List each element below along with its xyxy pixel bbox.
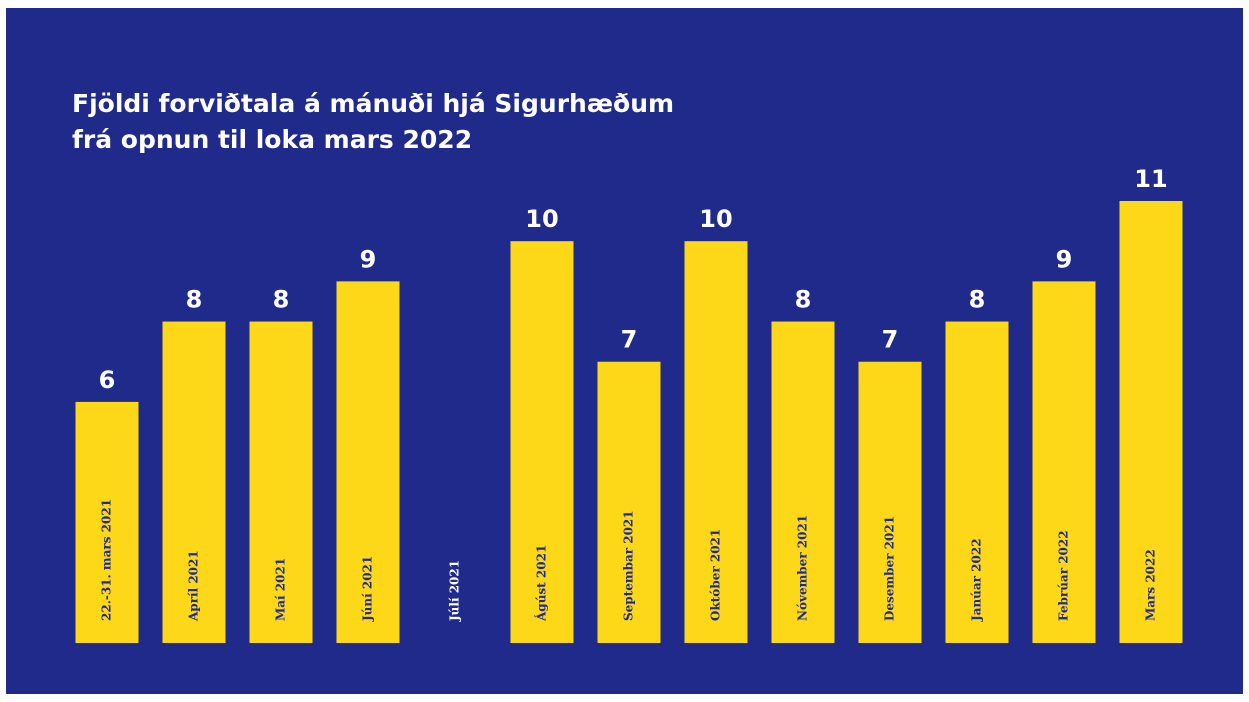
bar-2-category-label: Apríl 2021 [187, 550, 201, 622]
bar-1-category-label: 22.-31. mars 2021 [100, 499, 114, 621]
bar-7-category-label: Septembar 2021 [622, 510, 636, 621]
bar-7-value-label: 7 [621, 326, 638, 354]
bar-1-value-label: 6 [99, 366, 116, 394]
bar-13-category-label: Mars 2022 [1144, 549, 1158, 621]
bar-11-value-label: 8 [969, 286, 986, 314]
bar-9-category-label: Nóvember 2021 [796, 515, 810, 621]
bar-3 [249, 321, 313, 643]
bar-2 [162, 321, 226, 643]
bar-5-category-label: Júlí 2021 [448, 560, 462, 622]
bar-9 [771, 321, 835, 643]
bar-6 [510, 241, 574, 643]
bar-8 [684, 241, 748, 643]
bar-6-category-label: Ágúst 2021 [534, 545, 549, 622]
chart-title: Fjöldi forviðtala á mánuði hjá Sigurhæðu… [72, 86, 674, 158]
bar-4-category-label: Júní 2021 [361, 556, 375, 622]
bar-10-category-label: Desember 2021 [883, 516, 897, 621]
chart-title-line-2: frá opnun til loka mars 2022 [72, 125, 473, 154]
bar-11-category-label: Janúar 2022 [970, 538, 984, 622]
bar-7 [597, 361, 661, 643]
bar-13-value-label: 11 [1134, 165, 1167, 193]
bar-10-value-label: 7 [882, 326, 899, 354]
bar-4-value-label: 9 [360, 245, 377, 273]
bar-8-category-label: Október 2021 [709, 529, 723, 621]
bar-12-category-label: Febrúar 2022 [1057, 530, 1071, 621]
bar-3-value-label: 8 [273, 286, 290, 314]
chart-title-line-1: Fjöldi forviðtala á mánuði hjá Sigurhæðu… [72, 89, 675, 118]
bar-12-value-label: 9 [1056, 245, 1073, 273]
bar-12 [1032, 281, 1096, 643]
bar-8-value-label: 10 [699, 205, 732, 233]
bar-11 [945, 321, 1009, 643]
bar-2-value-label: 8 [186, 286, 203, 314]
bar-4 [336, 281, 400, 643]
bar-10 [858, 361, 922, 643]
bar-1 [75, 401, 139, 643]
bar-13 [1119, 201, 1183, 643]
bar-6-value-label: 10 [525, 205, 558, 233]
bar-9-value-label: 8 [795, 286, 812, 314]
bar-3-category-label: Maí 2021 [274, 558, 288, 621]
